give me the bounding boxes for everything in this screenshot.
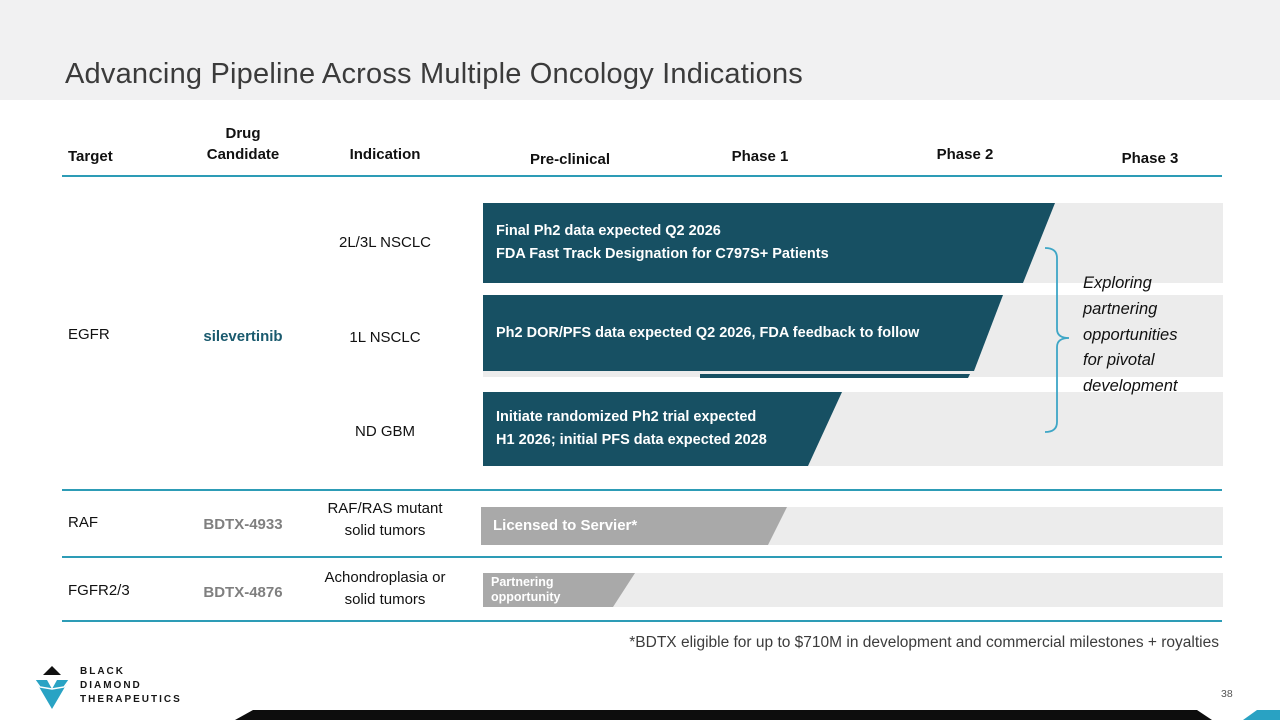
bar-text-egfr-1l: Ph2 DOR/PFS data expected Q2 2026, FDA f… <box>496 324 920 341</box>
title-band <box>0 0 1280 100</box>
pipeline-bar-egfr-2l3l-nsclc: Final Ph2 data expected Q2 2026 FDA Fast… <box>483 203 1055 283</box>
bottom-teal-corner <box>1243 710 1280 720</box>
column-header-indication: Indication <box>349 146 421 163</box>
target-raf: RAF <box>68 514 98 531</box>
pipeline-bar-raf-licensed: Licensed to Servier* <box>481 507 787 545</box>
column-header-phase2: Phase 2 <box>936 146 994 163</box>
pipeline-bar-egfr-nd-gbm: Initiate randomized Ph2 trial expected H… <box>483 392 842 466</box>
column-header-drug-candidate: Drug Candidate <box>206 125 280 163</box>
bar-text-egfr-2l3l: Final Ph2 data expected Q2 2026 FDA Fast… <box>496 223 829 262</box>
indication-egfr-2l3l: 2L/3L NSCLC <box>339 234 431 251</box>
pipeline-bar-egfr-1l-nsclc: Ph2 DOR/PFS data expected Q2 2026, FDA f… <box>483 295 1003 371</box>
target-egfr: EGFR <box>68 326 110 343</box>
target-fgfr: FGFR2/3 <box>68 582 130 599</box>
pipeline-bar-fgfr-partnering: Partnering opportunity <box>483 573 635 607</box>
column-header-target: Target <box>68 148 113 165</box>
partnering-annotation: Exploring partnering opportunities for p… <box>1083 274 1178 396</box>
separator-egfr-raf <box>62 489 1222 491</box>
logo-text: BLACK DIAMOND THERAPEUTICS <box>80 666 182 706</box>
brace-bracket-icon <box>1044 247 1070 433</box>
header-rule <box>62 175 1222 177</box>
column-header-phase1: Phase 1 <box>731 148 789 165</box>
footnote: *BDTX eligible for up to $710M in develo… <box>629 634 1219 651</box>
bottom-black-bar <box>235 710 1212 720</box>
page-number: 38 <box>1221 688 1233 700</box>
indication-fgfr: Achondroplasia or solid tumors <box>324 569 446 608</box>
column-header-phase3: Phase 3 <box>1121 150 1179 167</box>
separator-raf-fgfr <box>62 556 1222 558</box>
bar-text-egfr-gbm: Initiate randomized Ph2 trial expected H… <box>496 409 767 448</box>
bar-text-raf: Licensed to Servier* <box>493 517 638 534</box>
pipeline-bar-egfr-1l-extension <box>700 374 970 378</box>
indication-egfr-gbm: ND GBM <box>355 423 415 440</box>
indication-raf: RAF/RAS mutant solid tumors <box>327 500 443 539</box>
black-diamond-logo-icon <box>34 666 70 709</box>
page-title: Advancing Pipeline Across Multiple Oncol… <box>65 58 804 90</box>
candidate-bdtx-4933: BDTX-4933 <box>203 516 283 533</box>
separator-bottom <box>62 620 1222 622</box>
candidate-silevertinib: silevertinib <box>203 328 283 345</box>
candidate-bdtx-4876: BDTX-4876 <box>203 584 283 601</box>
indication-egfr-1l: 1L NSCLC <box>349 329 421 346</box>
bar-text-fgfr: Partnering opportunity <box>491 574 561 605</box>
column-header-preclinical: Pre-clinical <box>529 151 611 168</box>
